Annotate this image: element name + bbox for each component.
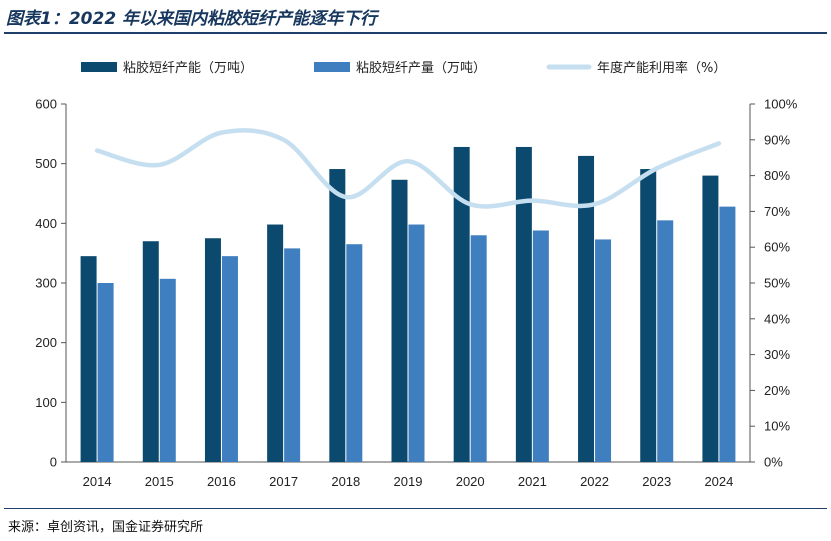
y-tick-label-right: 60% bbox=[764, 240, 790, 255]
x-tick-label-2018: 2018 bbox=[331, 474, 360, 489]
source-note: 来源：卓创资讯，国金证券研究所 bbox=[8, 520, 204, 535]
x-tick-label-2019: 2019 bbox=[394, 474, 423, 489]
y-tick-label-right: 10% bbox=[764, 419, 790, 434]
y-tick-label-right: 40% bbox=[764, 311, 790, 326]
bar-capacity-2023 bbox=[640, 169, 657, 462]
x-tick-label-2021: 2021 bbox=[518, 474, 547, 489]
legend-label-utilization: 年度产能利用率（%） bbox=[597, 60, 726, 76]
bar-output-2022 bbox=[595, 239, 612, 462]
bar-output-2014 bbox=[97, 283, 114, 462]
title-rule bbox=[4, 32, 827, 34]
x-tick-label-2017: 2017 bbox=[269, 474, 298, 489]
y-tick-label-left: 100 bbox=[35, 395, 57, 410]
y-tick-label-left: 200 bbox=[35, 335, 57, 350]
chart-title: 图表1：2022 年以来国内粘胶短纤产能逐年下行 bbox=[6, 9, 378, 29]
y-tick-label-right: 0% bbox=[764, 455, 783, 470]
bar-capacity-2015 bbox=[142, 241, 159, 462]
legend-label-output: 粘胶短纤产量（万吨） bbox=[356, 60, 486, 76]
x-tick-label-2014: 2014 bbox=[83, 474, 112, 489]
bar-capacity-2018 bbox=[329, 169, 346, 462]
bar-capacity-2016 bbox=[204, 238, 221, 462]
y-tick-label-left: 600 bbox=[35, 97, 57, 112]
bar-output-2023 bbox=[657, 220, 674, 462]
x-tick-label-2015: 2015 bbox=[145, 474, 174, 489]
bar-capacity-2017 bbox=[267, 224, 284, 462]
x-tick-label-2024: 2024 bbox=[704, 474, 733, 489]
bar-capacity-2014 bbox=[80, 256, 97, 462]
y-tick-label-right: 90% bbox=[764, 132, 790, 147]
bars bbox=[80, 146, 736, 462]
y-tick-label-right: 80% bbox=[764, 168, 790, 183]
x-tick-label-2016: 2016 bbox=[207, 474, 236, 489]
y-tick-label-left: 400 bbox=[35, 216, 57, 231]
bar-output-2021 bbox=[532, 230, 549, 462]
bar-output-2018 bbox=[346, 244, 363, 462]
bar-output-2020 bbox=[470, 235, 487, 462]
y-tick-label-right: 70% bbox=[764, 204, 790, 219]
x-tick-label-2020: 2020 bbox=[456, 474, 485, 489]
bar-capacity-2021 bbox=[515, 146, 532, 462]
legend-swatch-output bbox=[314, 62, 350, 72]
axes: 0 100 200 300 400 500 600 0% 10% 20% 30% 40% 50% 60% 7… bbox=[35, 97, 797, 490]
y-tick-label-left: 300 bbox=[35, 276, 57, 291]
legend: 粘胶短纤产能（万吨） 粘胶短纤产量（万吨） 年度产能利用率（%） bbox=[81, 60, 726, 76]
y-tick-label-right: 20% bbox=[764, 383, 790, 398]
y-tick-label-left: 500 bbox=[35, 156, 57, 171]
bar-capacity-2024 bbox=[702, 175, 719, 462]
legend-label-capacity: 粘胶短纤产能（万吨） bbox=[123, 60, 253, 76]
x-tick-label-2023: 2023 bbox=[642, 474, 671, 489]
bar-output-2019 bbox=[408, 224, 425, 462]
bar-output-2017 bbox=[284, 248, 301, 462]
y-tick-label-right: 30% bbox=[764, 347, 790, 362]
y-tick-label-right: 50% bbox=[764, 276, 790, 291]
bar-output-2024 bbox=[719, 206, 736, 462]
source-rule bbox=[4, 508, 827, 509]
bar-output-2016 bbox=[221, 256, 238, 462]
bar-capacity-2019 bbox=[391, 179, 408, 462]
utilization-line-layer bbox=[94, 128, 722, 209]
y-tick-label-right: 100% bbox=[764, 97, 798, 112]
utilization-line bbox=[94, 128, 722, 209]
bar-capacity-2022 bbox=[578, 155, 595, 462]
y-tick-label-left: 0 bbox=[50, 455, 57, 470]
x-tick-label-2022: 2022 bbox=[580, 474, 609, 489]
bar-output-2015 bbox=[159, 278, 176, 462]
legend-swatch-capacity bbox=[81, 62, 117, 72]
bar-capacity-2020 bbox=[453, 146, 470, 462]
